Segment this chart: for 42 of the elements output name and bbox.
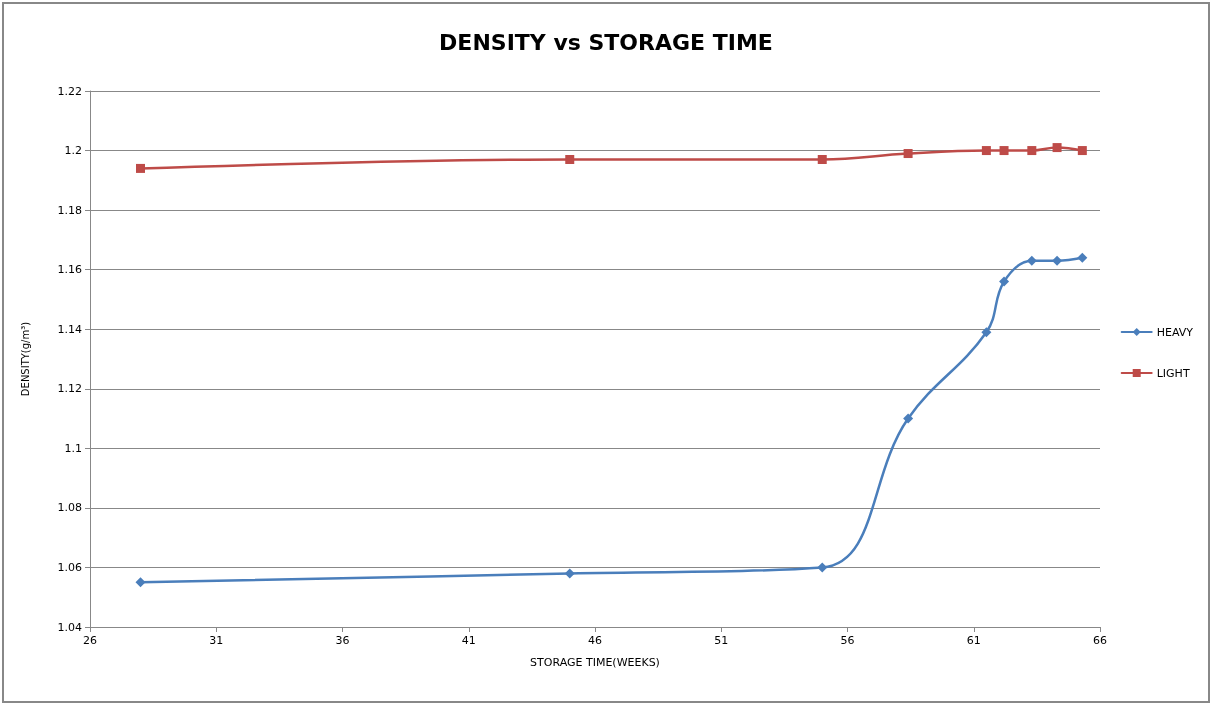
y-tick-label: 1.08: [57, 501, 82, 515]
point: [981, 327, 992, 338]
point: [1027, 146, 1037, 156]
point: [1077, 252, 1088, 263]
point: [135, 577, 146, 588]
chart-title: DENSITY vs STORAGE TIME: [439, 29, 773, 55]
x-tick-label: 56: [840, 634, 855, 647]
y-tick-label: 1.18: [57, 203, 82, 217]
y-tick-label: 1.22: [57, 84, 82, 98]
point: [1052, 143, 1062, 153]
x-tick-label: 41: [461, 634, 476, 647]
point: [817, 154, 827, 164]
x-tick-label: 46: [588, 634, 602, 647]
point: [136, 163, 145, 173]
y-tick-label: 1.06: [57, 560, 82, 574]
y-tick-label: 1.04: [57, 620, 82, 634]
point: [564, 568, 575, 579]
y-tick-label: 1.16: [57, 263, 82, 277]
y-tick-label: 1.1: [64, 441, 82, 455]
y-tick-label: 1.14: [57, 322, 82, 336]
point: [817, 562, 828, 573]
x-tick-label: 61: [966, 634, 981, 647]
legend-label: HEAVY: [1156, 325, 1194, 339]
legend-label: LIGHT: [1156, 366, 1190, 380]
point: [1077, 146, 1087, 156]
point: [903, 149, 913, 159]
point: [1052, 255, 1063, 266]
x-tick-label: 31: [209, 634, 224, 647]
x-tick-label: 36: [335, 634, 350, 647]
point: [999, 146, 1009, 156]
x-tick-label: 51: [714, 634, 729, 647]
point: [981, 146, 991, 156]
x-tick-label: 26: [83, 634, 97, 647]
point: [565, 154, 575, 164]
point: [903, 413, 914, 424]
point: [1026, 255, 1037, 266]
y-tick-label: 1.12: [57, 382, 82, 396]
y-axis-title: DENSITY(g/m³): [19, 321, 31, 397]
x-tick-label: 66: [1093, 634, 1107, 647]
x-axis-title: STORAGE TIME(WEEKS): [530, 656, 660, 669]
y-tick-label: 1.2: [64, 144, 82, 158]
point: [999, 276, 1010, 287]
